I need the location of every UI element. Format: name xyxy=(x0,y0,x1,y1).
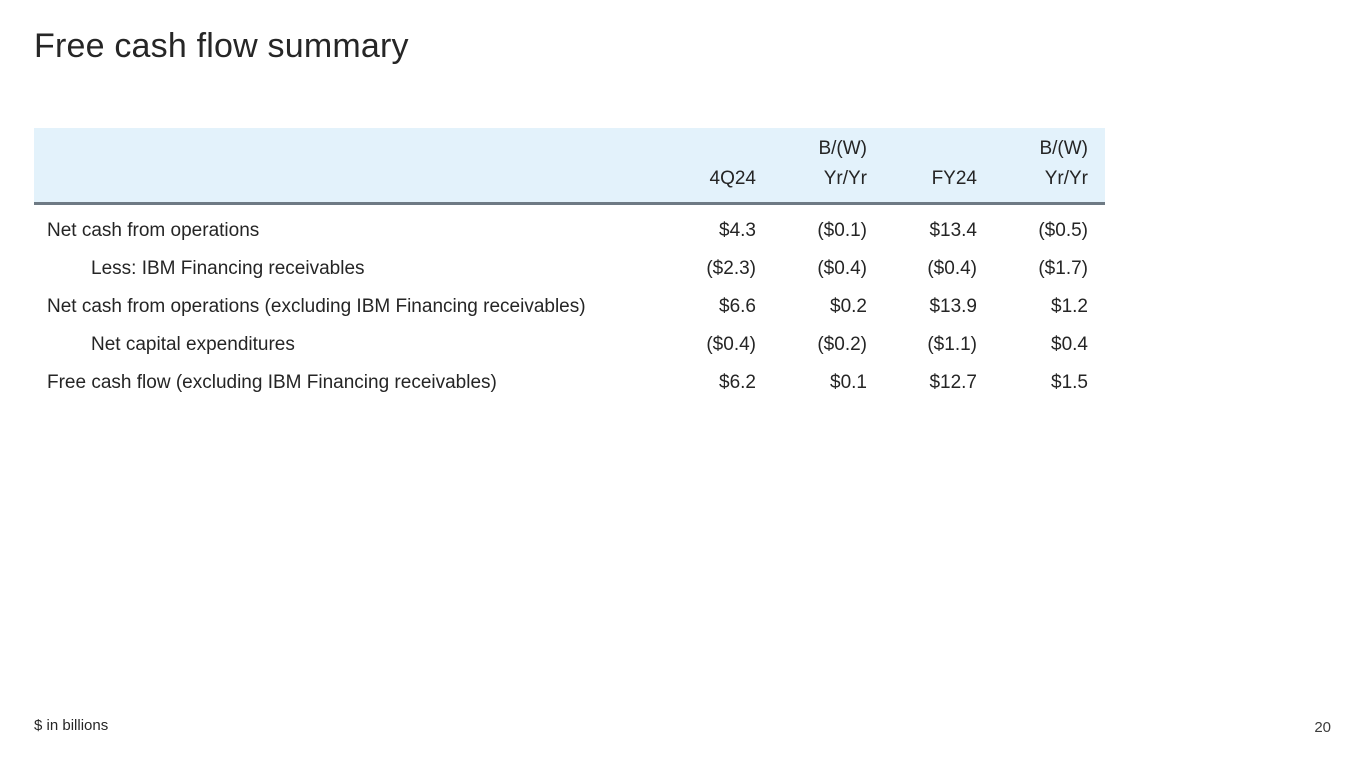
row-label: Free cash flow (excluding IBM Financing … xyxy=(47,372,497,393)
table-row: Less: IBM Financing receivables ($2.3) (… xyxy=(34,250,1105,288)
cell-bw-qtr: ($0.1) xyxy=(817,220,867,241)
header-cell-label xyxy=(34,128,646,205)
cell-4q24: $6.6 xyxy=(719,296,756,317)
cell-bw-fy: $1.2 xyxy=(1051,296,1088,317)
cell-bw-qtr: $0.1 xyxy=(830,372,867,393)
cell-4q24: ($2.3) xyxy=(706,258,756,279)
header-cell-bw-qtr: B/(W) Yr/Yr xyxy=(756,128,867,205)
cell-fy24: $13.4 xyxy=(929,220,977,241)
table-header-row: 4Q24 B/(W) Yr/Yr FY24 B/(W) Yr/Yr xyxy=(34,128,1105,205)
cell-bw-qtr: ($0.2) xyxy=(817,334,867,355)
header-line2: FY24 xyxy=(931,168,977,189)
table-header: 4Q24 B/(W) Yr/Yr FY24 B/(W) Yr/Yr xyxy=(34,128,1105,205)
table-body: Net cash from operations $4.3 ($0.1) $13… xyxy=(34,204,1105,403)
cell-bw-fy: ($0.5) xyxy=(1038,220,1088,241)
header-cell-bw-fy: B/(W) Yr/Yr xyxy=(977,128,1105,205)
header-cell-fy24: FY24 xyxy=(867,128,977,205)
cell-4q24: $4.3 xyxy=(719,220,756,241)
header-line2: Yr/Yr xyxy=(1044,168,1088,189)
cell-4q24: ($0.4) xyxy=(706,334,756,355)
free-cash-flow-table: 4Q24 B/(W) Yr/Yr FY24 B/(W) Yr/Yr Net ca… xyxy=(34,128,1105,402)
cell-bw-fy: $1.5 xyxy=(1051,372,1088,393)
units-footnote: $ in billions xyxy=(34,717,109,734)
cell-bw-qtr: $0.2 xyxy=(830,296,867,317)
table-row: Net capital expenditures ($0.4) ($0.2) (… xyxy=(34,326,1105,364)
row-label: Less: IBM Financing receivables xyxy=(91,258,365,279)
table-row: Net cash from operations (excluding IBM … xyxy=(34,288,1105,326)
cell-bw-qtr: ($0.4) xyxy=(817,258,867,279)
cell-fy24: $12.7 xyxy=(929,372,977,393)
page-title: Free cash flow summary xyxy=(34,27,409,65)
row-label: Net capital expenditures xyxy=(91,334,295,355)
header-line1: B/(W) xyxy=(818,138,867,159)
table-row: Free cash flow (excluding IBM Financing … xyxy=(34,364,1105,402)
header-cell-4q24: 4Q24 xyxy=(646,128,756,205)
header-line2: Yr/Yr xyxy=(823,168,867,189)
cell-bw-fy: ($1.7) xyxy=(1038,258,1088,279)
cell-fy24: $13.9 xyxy=(929,296,977,317)
cell-bw-fy: $0.4 xyxy=(1051,334,1088,355)
header-line2: 4Q24 xyxy=(709,168,756,189)
table-row: Net cash from operations $4.3 ($0.1) $13… xyxy=(34,204,1105,251)
header-line1: B/(W) xyxy=(1039,138,1088,159)
cell-fy24: ($1.1) xyxy=(927,334,977,355)
row-label: Net cash from operations xyxy=(47,220,260,241)
cell-fy24: ($0.4) xyxy=(927,258,977,279)
cell-4q24: $6.2 xyxy=(719,372,756,393)
row-label: Net cash from operations (excluding IBM … xyxy=(47,296,586,317)
page-number: 20 xyxy=(1314,719,1331,736)
